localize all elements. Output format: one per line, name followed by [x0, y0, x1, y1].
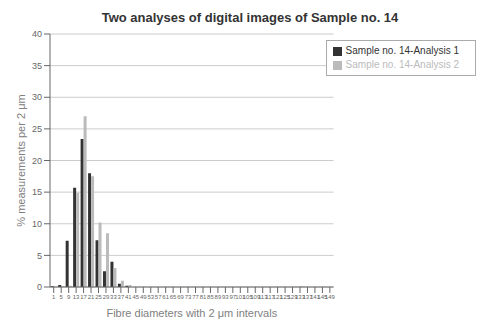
svg-text:20: 20 — [32, 156, 42, 166]
svg-text:5: 5 — [60, 294, 64, 300]
svg-text:149: 149 — [325, 294, 336, 300]
svg-text:69: 69 — [177, 294, 184, 300]
svg-text:85: 85 — [207, 294, 214, 300]
svg-text:25: 25 — [95, 294, 102, 300]
svg-text:% measurements per 2 μm: % measurements per 2 μm — [15, 94, 27, 226]
svg-text:33: 33 — [110, 294, 117, 300]
svg-text:9: 9 — [67, 294, 71, 300]
svg-text:1: 1 — [52, 294, 56, 300]
svg-text:45: 45 — [132, 294, 139, 300]
svg-text:21: 21 — [88, 294, 95, 300]
svg-text:40: 40 — [32, 29, 42, 39]
svg-text:10: 10 — [32, 219, 42, 229]
svg-text:13: 13 — [73, 294, 80, 300]
svg-text:17: 17 — [80, 294, 87, 300]
svg-text:15: 15 — [32, 187, 42, 197]
svg-text:5: 5 — [37, 251, 42, 261]
svg-text:57: 57 — [155, 294, 162, 300]
svg-text:0: 0 — [37, 282, 42, 292]
svg-text:41: 41 — [125, 294, 132, 300]
svg-text:37: 37 — [118, 294, 125, 300]
svg-text:77: 77 — [192, 294, 199, 300]
svg-text:Fibre diameters with 2 μm inte: Fibre diameters with 2 μm intervals — [106, 307, 277, 319]
svg-text:81: 81 — [200, 294, 207, 300]
svg-text:35: 35 — [32, 61, 42, 71]
svg-text:25: 25 — [32, 124, 42, 134]
svg-text:53: 53 — [147, 294, 154, 300]
svg-text:93: 93 — [222, 294, 229, 300]
svg-text:30: 30 — [32, 92, 42, 102]
svg-text:49: 49 — [140, 294, 147, 300]
svg-text:73: 73 — [185, 294, 192, 300]
svg-text:89: 89 — [215, 294, 222, 300]
svg-text:29: 29 — [103, 294, 110, 300]
svg-text:61: 61 — [162, 294, 169, 300]
svg-text:65: 65 — [170, 294, 177, 300]
